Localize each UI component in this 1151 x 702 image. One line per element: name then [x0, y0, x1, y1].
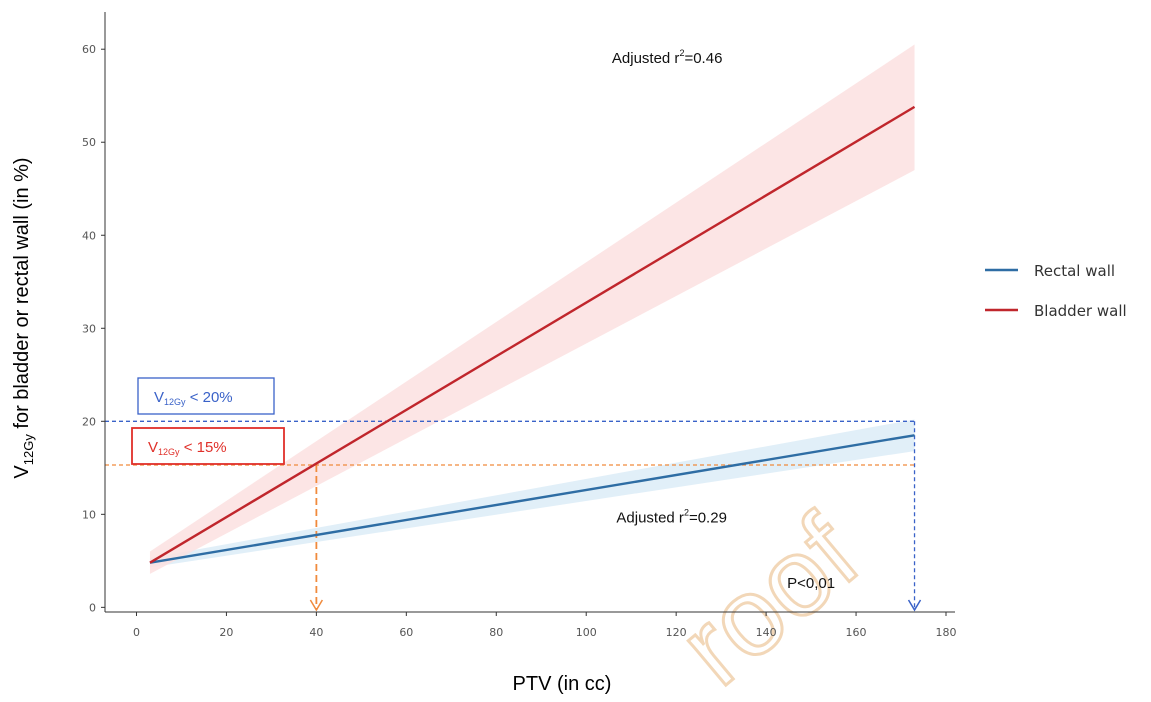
threshold-labels: V12Gy < 20%V12Gy < 15%: [131, 377, 285, 465]
x-tick-label: 180: [936, 626, 957, 639]
x-tick-label: 0: [133, 626, 140, 639]
legend-label-bladder-wall: Bladder wall: [1034, 302, 1127, 320]
threshold-box-0: [137, 377, 275, 415]
x-axis-title: PTV (in cc): [513, 673, 612, 695]
annotation-suffix: =0.29: [689, 510, 727, 527]
confidence-band-bladder-wall: [149, 44, 915, 574]
x-tick-label: 100: [576, 626, 597, 639]
regression-lines: [149, 105, 916, 564]
annotation-prefix: Adjusted r: [612, 50, 680, 67]
axes: 0 20 40 60 80 100 120 140 160 180 0 10 20 30 40 50 60 PTV…: [11, 12, 957, 695]
y-tick-label: 60: [82, 43, 96, 56]
threshold-box-1: [131, 427, 285, 465]
x-tick-label: 120: [666, 626, 687, 639]
drop-arrow-0: [907, 599, 922, 612]
regression-line-bladder-wall: [149, 105, 916, 564]
annotation-suffix: =0.46: [684, 50, 722, 67]
x-tick-label: 140: [756, 626, 777, 639]
threshold-label-1: V12Gy < 15%: [148, 439, 227, 457]
y-tick-label: 10: [82, 508, 96, 521]
y-tick-label: 20: [82, 415, 96, 428]
y-tick-label: 50: [82, 136, 96, 149]
threshold-label-0: V12Gy < 20%: [154, 389, 233, 407]
x-tick-label: 60: [399, 626, 413, 639]
annotation-1: Adjusted r2=0.29: [616, 508, 727, 527]
legend: Rectal wall Bladder wall: [985, 262, 1127, 320]
annotation-0: Adjusted r2=0.46: [612, 48, 723, 67]
threshold-label-prefix: V: [148, 439, 158, 456]
x-tick-label: 40: [309, 626, 323, 639]
threshold-label-sub: 12Gy: [164, 397, 186, 407]
y-tick-label: 40: [82, 229, 96, 242]
drop-arrow-1: [309, 599, 324, 612]
annotation-sup: 2: [679, 48, 684, 58]
y-tick-label: 0: [89, 601, 96, 614]
threshold-lines: [105, 420, 922, 612]
x-tick-label: 80: [489, 626, 503, 639]
threshold-label-prefix: V: [154, 389, 164, 406]
y-axis-title-prefix: V: [11, 465, 33, 479]
y-tick-label: 30: [82, 322, 96, 335]
legend-label-rectal-wall: Rectal wall: [1034, 262, 1115, 280]
threshold-label-suffix: < 15%: [180, 439, 227, 456]
annotation-sup: 2: [684, 508, 689, 518]
annotation-2: P<0,01: [787, 575, 835, 592]
threshold-label-suffix: < 20%: [186, 389, 233, 406]
threshold-label-sub: 12Gy: [158, 447, 180, 457]
x-tick-label: 160: [846, 626, 867, 639]
y-axis-title: V12Gy for bladder or rectal wall (in %): [11, 157, 36, 478]
annotation-prefix: Adjusted r: [616, 510, 684, 527]
y-axis-title-suffix: for bladder or rectal wall (in %): [11, 157, 33, 434]
regression-line-rectal-wall: [149, 434, 915, 564]
x-tick-label: 20: [219, 626, 233, 639]
y-axis-title-sub: 12Gy: [21, 434, 36, 466]
